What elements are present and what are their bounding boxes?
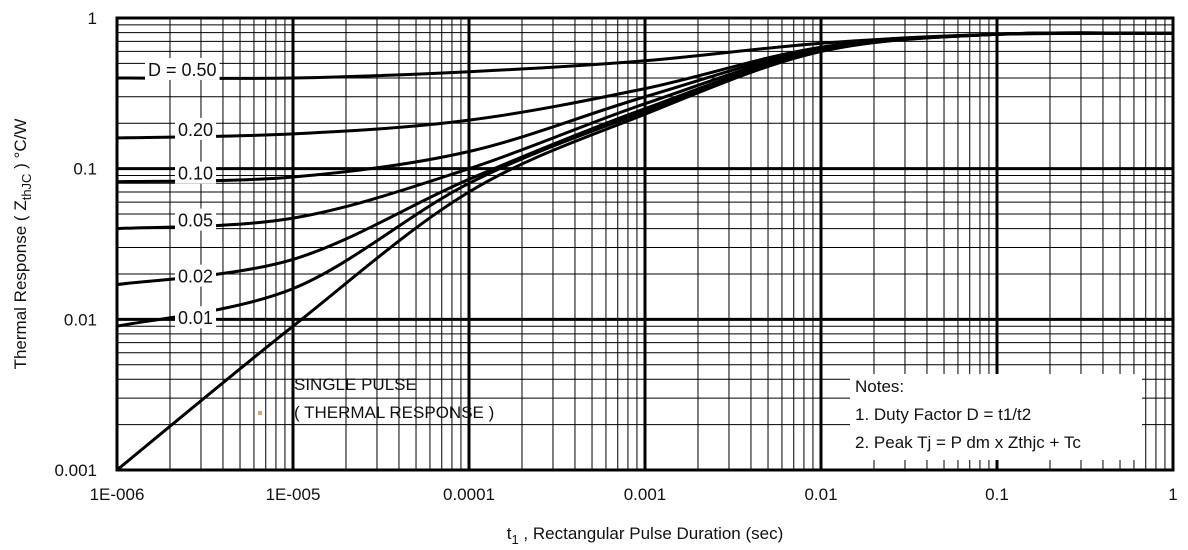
- curve-label-3: 0.05: [178, 211, 213, 231]
- plot-frame: [115, 16, 1175, 472]
- x-tick-label: 0.001: [624, 485, 667, 504]
- x-tick-label: 0.0001: [443, 485, 495, 504]
- tick-labels: 1E-006 1E-005 0.0001 0.001 0.01 0.1 1 0.001 0.01…: [54, 9, 1177, 504]
- curves: [116, 31, 1174, 472]
- curve-label-bg: [175, 161, 217, 184]
- y-tick-label: 0.001: [54, 461, 97, 480]
- single-pulse-label-line1: SINGLE PULSE: [294, 375, 417, 394]
- curve-label-5: 0.01: [178, 308, 213, 328]
- curve-label-bg: [175, 264, 217, 287]
- x-tick-label: 1: [1168, 485, 1177, 504]
- x-tick-label: 0.1: [985, 485, 1009, 504]
- x-axis-label: t1 , Rectangular Pulse Duration (sec): [507, 524, 784, 547]
- curve-label-0: D = 0.50: [148, 60, 217, 80]
- curve-label-bg: [145, 57, 220, 80]
- curve-label-4: 0.02: [178, 267, 213, 287]
- curve-label-bg: [175, 306, 217, 329]
- x-tick-label: 1E-006: [90, 485, 145, 504]
- x-tick-label: 1E-005: [266, 485, 321, 504]
- series-line-6: [116, 31, 1174, 472]
- single-pulse-label-line2: ( THERMAL RESPONSE ): [294, 403, 494, 422]
- y-axis-label: Thermal Response ( ZthJC ) °C/W: [11, 119, 34, 370]
- curve-label-1: 0.20: [178, 120, 213, 140]
- curve-label-bg: [175, 208, 217, 231]
- note-duty-factor: 1. Duty Factor D = t1/t2: [855, 405, 1031, 424]
- y-tick-label: 1: [88, 9, 97, 28]
- y-tick-label: 0.1: [73, 160, 97, 179]
- notes-title: Notes:: [855, 377, 904, 396]
- curve-label-2: 0.10: [178, 164, 213, 184]
- curve-label-bg: [175, 117, 217, 140]
- curve-labels: D = 0.50 0.20 0.10 0.05 0.02 0.01: [145, 57, 220, 329]
- y-tick-label: 0.01: [64, 310, 97, 329]
- notes-box: [850, 374, 1142, 460]
- note-peak-tj: 2. Peak Tj = P dm x Zthjc + Tc: [855, 433, 1081, 452]
- x-tick-label: 0.01: [804, 485, 837, 504]
- marker-dot: [258, 411, 262, 415]
